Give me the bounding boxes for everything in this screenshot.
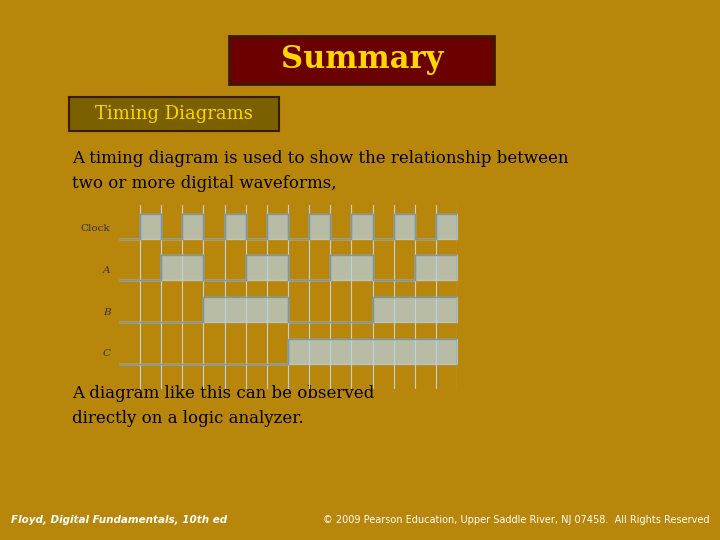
- Text: B: B: [103, 307, 110, 316]
- Text: A: A: [103, 266, 110, 275]
- Text: Floyd, Digital Fundamentals, 10th ed: Floyd, Digital Fundamentals, 10th ed: [11, 515, 227, 525]
- Text: C: C: [102, 349, 110, 358]
- FancyBboxPatch shape: [230, 36, 494, 84]
- Text: A timing diagram is used to show the relationship between
two or more digital wa: A timing diagram is used to show the rel…: [73, 150, 569, 192]
- Text: Summary: Summary: [281, 44, 443, 76]
- Text: Clock: Clock: [81, 224, 110, 233]
- Text: Timing Diagrams: Timing Diagrams: [95, 105, 253, 123]
- Text: © 2009 Pearson Education, Upper Saddle River, NJ 07458.  All Rights Reserved: © 2009 Pearson Education, Upper Saddle R…: [323, 515, 709, 525]
- FancyBboxPatch shape: [69, 97, 279, 131]
- Text: A diagram like this can be observed
directly on a logic analyzer.: A diagram like this can be observed dire…: [73, 386, 374, 427]
